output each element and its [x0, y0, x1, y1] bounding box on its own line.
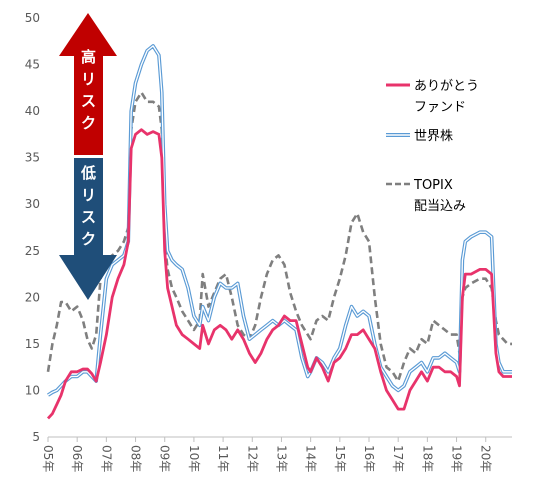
low-risk-arrow: 低リスク [59, 158, 117, 300]
legend-label: TOPIX [413, 178, 453, 193]
y-tick-label: 15 [25, 337, 40, 351]
y-tick-label: 45 [25, 58, 40, 72]
y-tick-label: 20 [25, 290, 40, 304]
y-axis: 5 10 15 20 25 30 35 40 45 50 [25, 11, 40, 444]
x-tick-label: 13年 [274, 445, 288, 472]
series-line-arigato [46, 128, 512, 420]
x-tick-label: 08年 [129, 445, 143, 472]
y-tick-label: 25 [25, 244, 40, 258]
low-risk-label: 低リスク [80, 164, 96, 248]
x-tick-label: 10年 [187, 445, 201, 472]
x-tick-label: 19年 [450, 445, 464, 472]
series-line-sekaikabu-inner [47, 45, 512, 396]
y-tick-label: 30 [25, 197, 40, 211]
high-risk-arrow: 高リスク [59, 13, 117, 155]
legend-label: 世界株 [414, 129, 453, 144]
x-tick-label: 17年 [391, 445, 405, 472]
x-tick-label: 15年 [333, 445, 347, 472]
x-tick-label: 11年 [216, 445, 230, 472]
y-tick-label: 10 [25, 383, 40, 397]
legend-label: ありがとう [414, 79, 479, 94]
x-tick-label: 16年 [362, 445, 376, 472]
x-tick-label: 05年 [41, 445, 55, 472]
y-tick-label: 50 [25, 11, 40, 25]
legend-label: ファンド [414, 100, 466, 115]
series-lines [46, 44, 512, 420]
x-tick-label: 07年 [99, 445, 113, 472]
legend-item: TOPIX 配当込み [386, 178, 466, 214]
x-tick-label: 09年 [158, 445, 172, 472]
legend-label: 配当込み [414, 199, 466, 214]
down-arrow-shape [59, 158, 117, 300]
up-arrow-shape [59, 13, 117, 155]
x-tick-label: 12年 [245, 445, 259, 472]
series-line-sekaikabu [47, 44, 512, 397]
x-tick-label: 20年 [479, 445, 493, 472]
y-tick-label: 35 [25, 151, 40, 165]
y-tick-label: 5 [32, 430, 40, 444]
high-risk-label: 高リスク [81, 48, 96, 132]
legend-item: 世界株 [386, 129, 453, 144]
x-tick-label: 06年 [70, 445, 84, 472]
x-tick-label: 18年 [420, 445, 434, 472]
x-tick-label: 14年 [304, 445, 318, 472]
x-axis: 05年 06年 07年 08年 09年 10年 11年 12年 13年 14年 15年 16年 17年 1… [41, 436, 512, 472]
y-tick-label: 40 [25, 104, 40, 118]
